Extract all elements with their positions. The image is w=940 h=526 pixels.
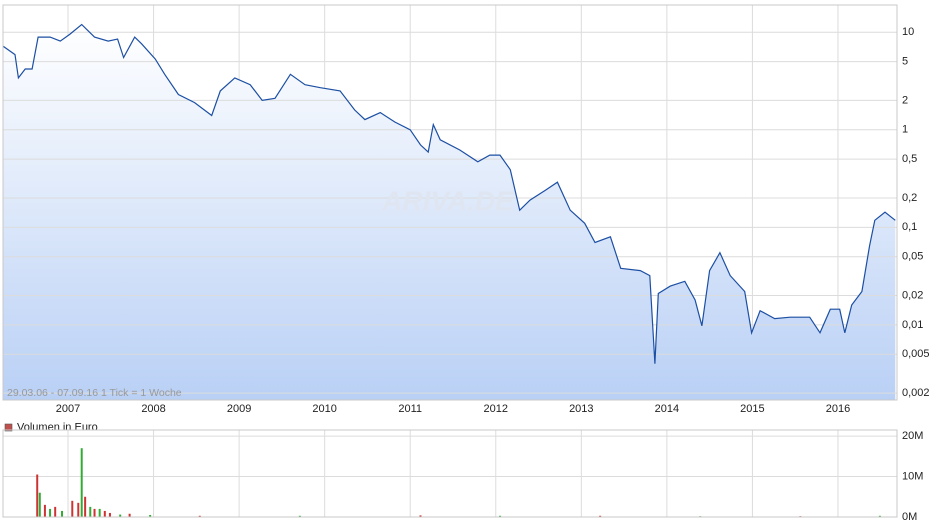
- y-tick-label: 0,005: [902, 348, 930, 360]
- volume-bar: [93, 508, 96, 517]
- volume-bar: [43, 504, 46, 517]
- volume-bar: [878, 515, 881, 517]
- volume-bar: [77, 502, 80, 517]
- y-tick-label: 0,01: [902, 319, 923, 331]
- y-tick-label: 0,2: [902, 192, 917, 204]
- volume-bar: [499, 515, 502, 517]
- volume-bar: [103, 510, 106, 517]
- x-tick-label: 2009: [227, 403, 251, 415]
- volume-bar: [128, 513, 131, 517]
- price-line: [2, 23, 896, 364]
- x-tick-label: 2008: [141, 403, 165, 415]
- y-tick-label: 2: [902, 94, 908, 106]
- x-tick-label: 2016: [826, 403, 850, 415]
- x-tick-label: 2011: [398, 403, 422, 415]
- x-tick-label: 2010: [312, 403, 336, 415]
- volume-bar: [419, 515, 422, 517]
- x-tick-label: 2012: [484, 403, 508, 415]
- legend-label: Volumen in Euro: [17, 421, 98, 433]
- plot-border: [2, 429, 898, 518]
- volume-bar: [89, 506, 92, 517]
- volume-bar: [38, 492, 41, 517]
- y-tick-label: 0,02: [902, 289, 923, 301]
- y-tick-label: 0,1: [902, 221, 917, 233]
- y-tick-label: 5: [902, 55, 908, 67]
- y-tick-label: 0,002: [902, 387, 930, 399]
- volume-bar: [149, 514, 152, 517]
- volume-bar: [84, 496, 87, 517]
- y-tick-label: 0M: [902, 511, 917, 523]
- volume-bar: [49, 508, 52, 517]
- annotation: 29.03.06 - 07.09.16 1 Tick = 1 Woche: [7, 387, 182, 399]
- y-tick-label: 10: [902, 26, 914, 38]
- volume-bar: [198, 515, 201, 517]
- volume-bar: [298, 515, 301, 517]
- volume-bar: [71, 500, 74, 517]
- x-tick-label: 2013: [569, 403, 593, 415]
- y-tick-label: 1: [902, 124, 908, 136]
- watermark: ARIVA.DE: [381, 185, 515, 216]
- legend-swatch: [4, 423, 13, 432]
- y-tick-label: 10M: [902, 470, 923, 482]
- volume-bar: [54, 506, 57, 517]
- y-tick-label: 0,5: [902, 153, 917, 165]
- volume-bar: [80, 448, 83, 517]
- volume-bar: [119, 514, 122, 517]
- x-tick-label: 2014: [655, 403, 679, 415]
- y-tick-label: 20M: [902, 430, 923, 442]
- y-tick-label: 0,05: [902, 251, 923, 263]
- volume-bar: [108, 512, 111, 517]
- volume-bar: [599, 515, 602, 517]
- area-fill: [3, 24, 896, 400]
- plot-border: [2, 4, 898, 401]
- x-tick-label: 2007: [56, 403, 80, 415]
- x-tick-label: 2015: [740, 403, 764, 415]
- volume-bar: [36, 474, 39, 517]
- volume-bar: [98, 508, 101, 517]
- volume-bar: [61, 510, 64, 517]
